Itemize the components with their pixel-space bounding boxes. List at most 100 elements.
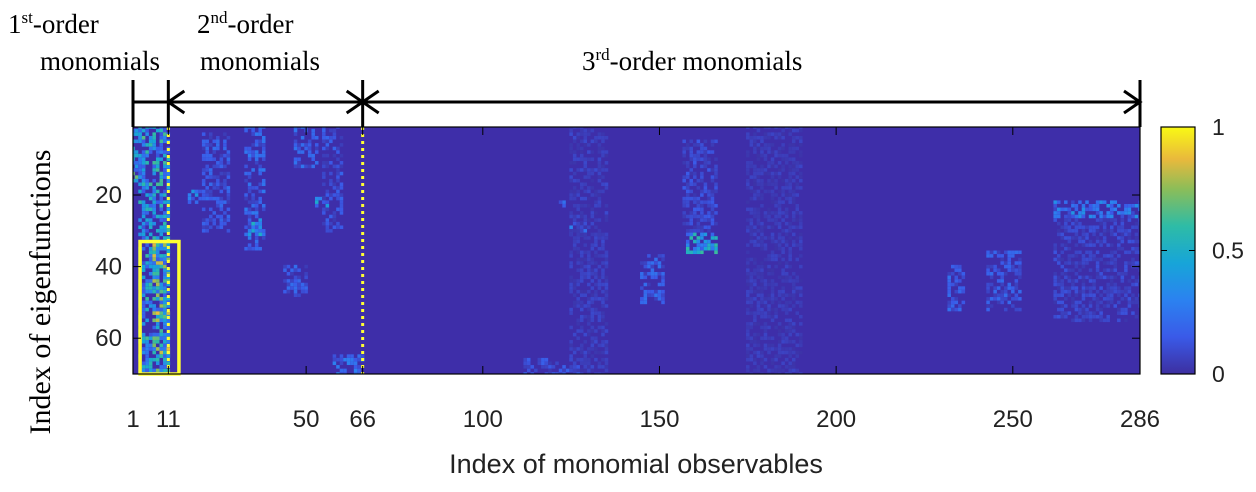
heatmap-cell — [707, 161, 711, 165]
heatmap-cell — [569, 225, 573, 229]
heatmap-cell — [601, 239, 605, 244]
heatmap-cell — [746, 153, 750, 158]
heatmap-cell — [208, 132, 213, 136]
heatmap-cell — [682, 146, 686, 151]
heatmap-cell — [710, 221, 715, 226]
heatmap-cell — [590, 336, 595, 340]
heatmap-cell — [756, 128, 761, 133]
heatmap-cell — [148, 135, 153, 140]
heatmap-cell — [569, 289, 573, 294]
heatmap-cell — [703, 225, 708, 229]
heatmap-cell — [746, 311, 750, 315]
heatmap-cell — [1056, 229, 1061, 233]
heatmap-cell — [799, 128, 803, 133]
heatmap-cell — [152, 171, 156, 176]
heatmap-cell — [152, 236, 156, 240]
heatmap-cell — [216, 214, 220, 219]
heatmap-cell — [604, 153, 609, 158]
heatmap-cell — [148, 347, 153, 351]
heatmap-cell — [329, 135, 333, 140]
heatmap-cell — [339, 164, 344, 169]
heatmap-cell — [1081, 257, 1086, 262]
heatmap-cell — [1081, 293, 1086, 298]
heatmap-cell — [693, 246, 697, 251]
heatmap-cell — [261, 182, 266, 187]
heatmap-cell — [138, 182, 142, 187]
heatmap-cell — [569, 150, 573, 154]
heatmap-cell — [756, 365, 761, 369]
heatmap-cell — [781, 279, 785, 283]
heatmap-cell — [208, 207, 213, 212]
heatmap-cell — [590, 246, 595, 251]
heatmap-cell — [647, 293, 651, 298]
heatmap-cell — [587, 275, 591, 280]
heatmap-cell — [1134, 203, 1139, 208]
heatmap-cell — [216, 196, 220, 201]
heatmap-cell — [336, 175, 340, 179]
heatmap-cell — [788, 168, 792, 172]
heatmap-cell — [650, 289, 655, 294]
heatmap-cell — [152, 207, 156, 212]
heatmap-cell — [159, 365, 164, 369]
heatmap-cell — [145, 318, 149, 323]
heatmap-cell — [784, 153, 789, 158]
heatmap-cell — [714, 186, 718, 190]
heatmap-cell — [767, 264, 771, 269]
heatmap-cell — [753, 182, 757, 187]
heatmap-cell — [251, 193, 255, 197]
heatmap-cell — [332, 135, 337, 140]
heatmap-cell — [1138, 200, 1140, 204]
heatmap-cell — [1106, 261, 1110, 265]
heatmap-cell — [799, 221, 803, 226]
heatmap-cell — [1074, 203, 1079, 208]
heatmap-cell — [753, 311, 757, 315]
heatmap-cell — [1120, 239, 1125, 244]
heatmap-cell — [685, 239, 690, 244]
heatmap-cell — [774, 354, 778, 358]
heatmap-cell — [587, 300, 591, 305]
heatmap-cell — [795, 193, 800, 197]
heatmap-cell — [753, 193, 757, 197]
heatmap-cell — [226, 193, 231, 197]
heatmap-cell — [1085, 236, 1089, 240]
heatmap-cell — [767, 307, 771, 312]
heatmap-cell — [763, 127, 768, 129]
heatmap-cell — [1095, 314, 1100, 319]
heatmap-cell — [1106, 218, 1110, 222]
heatmap-cell — [770, 250, 775, 255]
heatmap-cell — [604, 372, 609, 374]
heatmap-cell — [774, 200, 778, 204]
heatmap-cell — [993, 293, 997, 298]
heatmap-cell — [1117, 318, 1121, 323]
heatmap-cell — [777, 246, 782, 251]
heatmap-cell — [781, 143, 785, 147]
heatmap-cell — [1099, 318, 1103, 323]
heatmap-cell — [1060, 289, 1065, 294]
heatmap-cell — [576, 157, 580, 161]
heatmap-cell — [329, 193, 333, 197]
heatmap-cell — [1092, 207, 1096, 212]
heatmap-cell — [1018, 297, 1022, 301]
heatmap-cell — [707, 243, 711, 247]
heatmap-cell — [201, 168, 206, 172]
heatmap-cell — [601, 329, 605, 333]
heatmap-cell — [336, 193, 340, 197]
heatmap-cell — [1117, 300, 1121, 305]
heatmap-cell — [1081, 304, 1086, 308]
heatmap-cell — [1071, 304, 1075, 308]
heatmap-cell — [774, 243, 778, 247]
heatmap-cell — [654, 297, 658, 301]
heatmap-cell — [166, 171, 171, 176]
heatmap-cell — [155, 200, 160, 204]
heatmap-cell — [163, 354, 167, 358]
heatmap-cell — [753, 361, 757, 366]
heatmap-cell — [777, 239, 782, 244]
heatmap-cell — [1099, 286, 1103, 290]
heatmap-cell — [774, 325, 778, 330]
heatmap-cell — [657, 293, 662, 298]
heatmap-cell — [1127, 300, 1132, 305]
heatmap-cell — [148, 286, 153, 290]
heatmap-cell — [258, 218, 262, 222]
heatmap-cell — [166, 325, 171, 330]
heatmap-cell — [1053, 272, 1057, 276]
